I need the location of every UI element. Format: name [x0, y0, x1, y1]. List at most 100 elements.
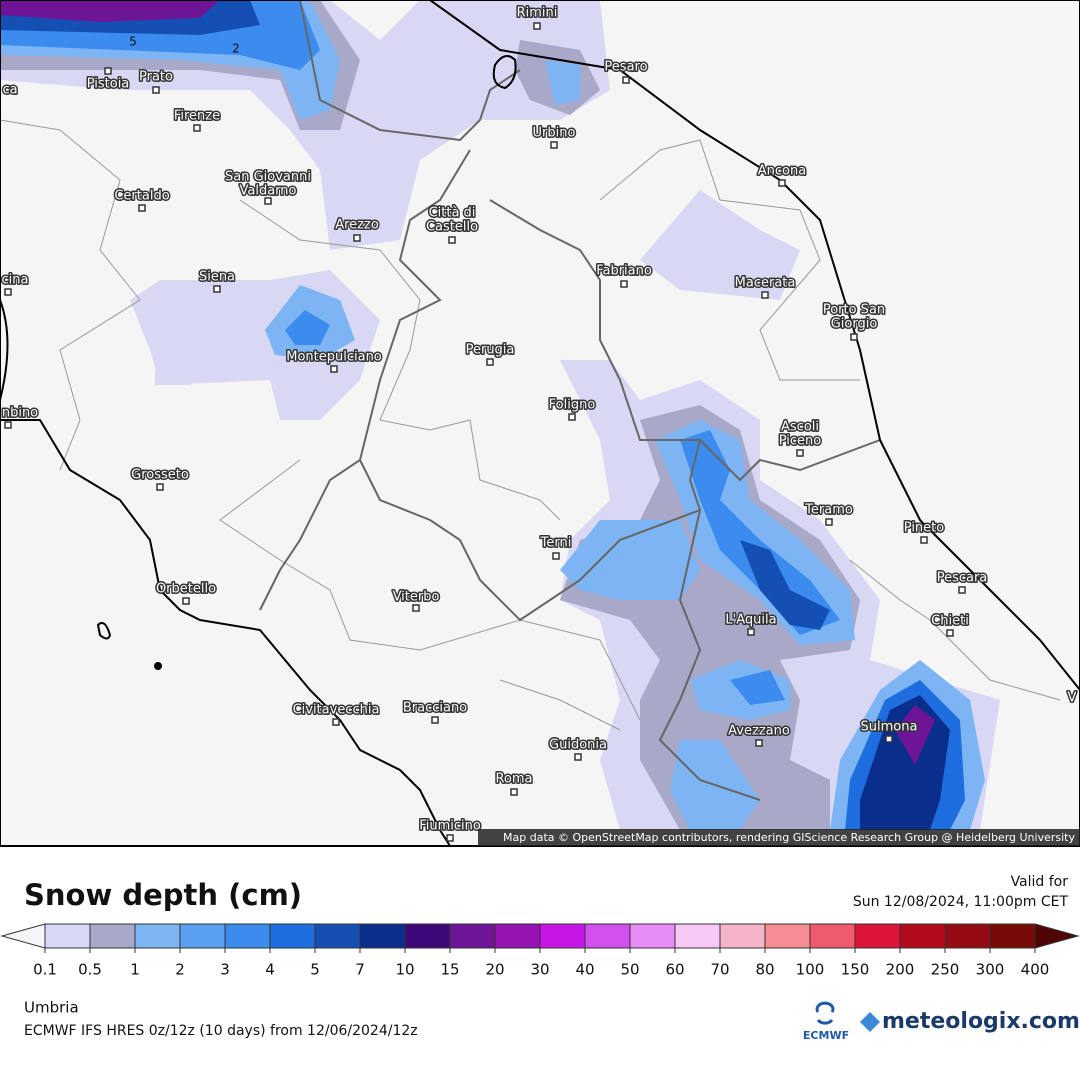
- city-dot: [353, 234, 361, 242]
- city-label: Roma: [495, 772, 532, 787]
- colorbar-segment: [179, 923, 226, 949]
- attribution: Map data © OpenStreetMap contributors, r…: [503, 831, 1075, 844]
- under-arrow: [0, 923, 46, 949]
- colorbar-tick-label: 3: [220, 961, 230, 979]
- city-dot: [156, 483, 164, 491]
- city-dot: [446, 834, 454, 842]
- city-dot: [104, 67, 112, 75]
- colorbar: 0.1 0.5 1 2 3 4 5 7 10 15 20 30 40 50 60 70 80 100 150 200 2…: [0, 923, 1080, 979]
- colorbar-tick-label: 50: [620, 961, 639, 979]
- city-label: Teramo: [804, 503, 853, 518]
- city-dot: [574, 753, 582, 761]
- city-dot: [552, 552, 560, 560]
- colorbar-segment: [494, 923, 541, 949]
- city-label: Civitavecchia: [293, 703, 380, 718]
- ecmwf-logo: ECMWF: [803, 1029, 849, 1042]
- snow-areas: [0, 0, 1000, 830]
- city-dot: [620, 280, 628, 288]
- city-label: Montepulciano: [286, 350, 382, 365]
- colorbar-tick-label: 0.5: [78, 961, 102, 979]
- colorbar-segment: [89, 923, 136, 949]
- colorbar-segment: [359, 923, 406, 949]
- city-label: Fiumicino: [419, 819, 481, 834]
- province-borders: [0, 119, 1061, 731]
- ecmwf-icon: [815, 1001, 835, 1025]
- city-label: Sulmona: [861, 720, 918, 735]
- city-label: Ancona: [758, 164, 806, 179]
- city-label: Grosseto: [131, 468, 189, 483]
- city-dot: [486, 358, 494, 366]
- city-label: Chieti: [931, 614, 969, 629]
- colorbar-segment: [269, 923, 316, 949]
- city-dot: [747, 628, 755, 636]
- city-label: nbino: [2, 406, 38, 421]
- model-info: ECMWF IFS HRES 0z/12z (10 days) from 12/…: [24, 1023, 418, 1039]
- city-label: Avezzano: [728, 724, 790, 739]
- attribution-bar: [478, 829, 1080, 846]
- legend-title: Snow depth (cm): [24, 878, 302, 912]
- colorbar-tick-label: 2: [175, 961, 185, 979]
- city-label: L'Aquila: [725, 613, 776, 628]
- city-label: Terni: [540, 536, 572, 551]
- colorbar-segment: [539, 923, 586, 949]
- meteologix-logo: meteologix.com: [882, 1009, 1080, 1034]
- colorbar-tick-label: 5: [310, 961, 320, 979]
- colorbar-segment: [134, 923, 181, 949]
- colorbar-segment: [449, 923, 496, 949]
- colorbar-segment: [809, 923, 856, 949]
- city-label: Certaldo: [114, 189, 169, 204]
- city-label: Bracciano: [403, 701, 467, 716]
- city-label: cina: [2, 273, 29, 288]
- city-dot: [850, 333, 858, 341]
- colorbar-tick-label: 60: [665, 961, 684, 979]
- city-label: Porto San: [823, 303, 885, 318]
- city-dot: [510, 788, 518, 796]
- colorbar-segment: [899, 923, 946, 949]
- colorbar-segment: [584, 923, 631, 949]
- city-labels: Rimini Pesaro Pistoia Prato ca Firenze Urbino A…: [0, 4, 1078, 842]
- city-label: ca: [2, 83, 17, 98]
- city-label: Pesaro: [604, 60, 647, 75]
- colorbar-tick-label: 15: [440, 961, 459, 979]
- colorbar-segment: [989, 923, 1036, 949]
- city-dot: [431, 716, 439, 724]
- city-dot: [550, 141, 558, 149]
- city-dot: [213, 285, 221, 293]
- city-label: Giorgio: [831, 317, 878, 332]
- city-dot: [264, 197, 272, 205]
- colorbar-segment: [764, 923, 811, 949]
- colorbar-tick-label: 20: [485, 961, 504, 979]
- over-arrow: [1034, 923, 1080, 949]
- colorbar-segment: [719, 923, 766, 949]
- city-label: Siena: [199, 270, 235, 285]
- city-dot: [182, 597, 190, 605]
- city-dot: [761, 291, 769, 299]
- city-label: Prato: [139, 70, 173, 85]
- contour-label: 5: [129, 35, 137, 49]
- colorbar-tick-label: 0.1: [33, 961, 57, 979]
- city-dot: [152, 86, 160, 94]
- city-dot: [755, 739, 763, 747]
- colorbar-tick-label: 150: [841, 961, 870, 979]
- city-dot: [533, 22, 541, 30]
- colorbar-tick-label: 4: [265, 961, 275, 979]
- city-dot: [330, 365, 338, 373]
- city-dot: [946, 629, 954, 637]
- city-label: Valdarno: [240, 184, 297, 199]
- city-label: Fabriano: [596, 264, 652, 279]
- colorbar-tick-label: 250: [931, 961, 960, 979]
- city-label: Ascoli: [781, 420, 819, 435]
- colorbar-tick-label: 300: [976, 961, 1005, 979]
- colorbar-tick-label: 70: [710, 961, 729, 979]
- colorbar-segment: [674, 923, 721, 949]
- city-label: Piceno: [779, 434, 822, 449]
- colorbar-tick-label: 200: [886, 961, 915, 979]
- city-dot: [412, 604, 420, 612]
- city-dot: [332, 718, 340, 726]
- city-label: Viterbo: [393, 590, 440, 605]
- colorbar-segment: [44, 923, 91, 949]
- colorbar-segment: [854, 923, 901, 949]
- city-label: Pistoia: [87, 77, 130, 92]
- colorbar-tick-label: 40: [575, 961, 594, 979]
